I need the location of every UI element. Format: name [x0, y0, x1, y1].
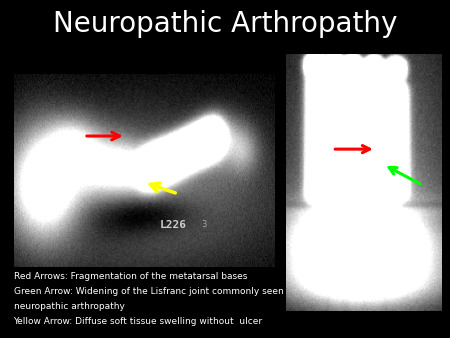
Text: Red Arrows: Fragmentation of the metatarsal bases: Red Arrows: Fragmentation of the metatar…	[14, 272, 247, 281]
Text: neuropathic arthropathy: neuropathic arthropathy	[14, 302, 124, 311]
Text: 3: 3	[202, 220, 207, 229]
Text: Green Arrow: Widening of the Lisfranc joint commonly seen in: Green Arrow: Widening of the Lisfranc jo…	[14, 287, 294, 296]
Text: Neuropathic Arthropathy: Neuropathic Arthropathy	[53, 10, 397, 38]
Text: Yellow Arrow: Diffuse soft tissue swelling without  ulcer: Yellow Arrow: Diffuse soft tissue swelli…	[14, 317, 263, 326]
Text: L226: L226	[160, 220, 187, 230]
